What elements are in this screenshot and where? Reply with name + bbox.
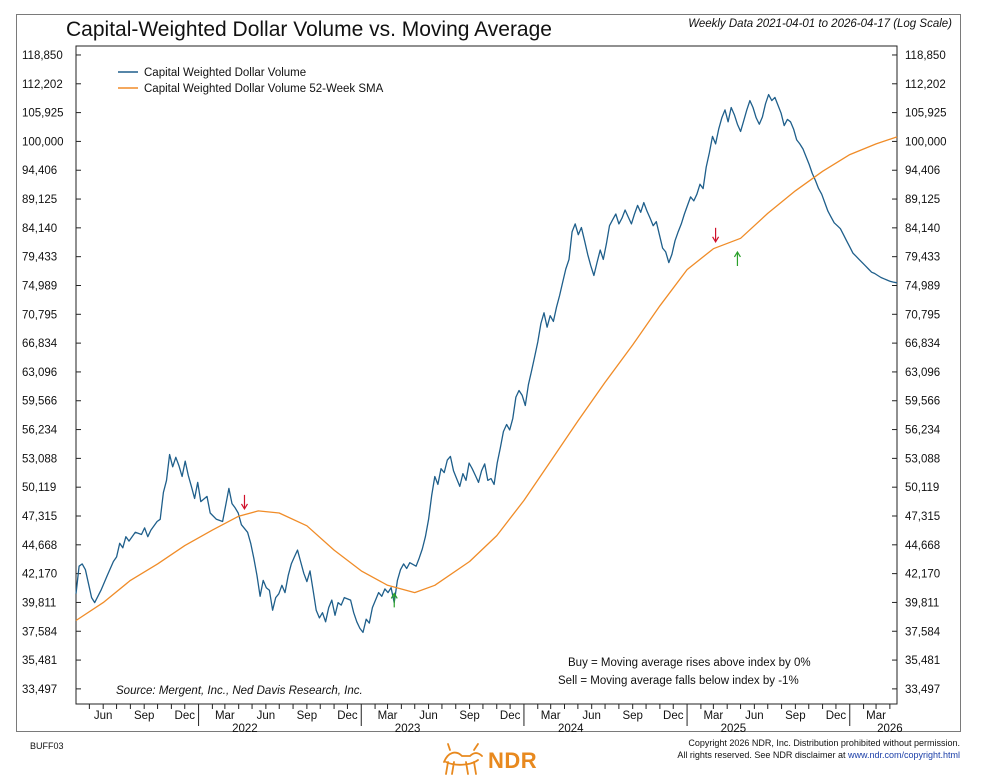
- index-line: [75, 93, 898, 634]
- y-tick-label-left: 37,584: [22, 626, 58, 638]
- x-tick-label: Mar: [378, 710, 398, 722]
- x-tick-label: Dec: [663, 710, 684, 722]
- copyright-line-2-text: All rights reserved. See NDR disclaimer …: [677, 750, 848, 760]
- copyright-link[interactable]: www.ndr.com/copyright.html: [847, 750, 960, 760]
- x-tick-label: Sep: [459, 710, 479, 722]
- chart-area: 118,850 118,850 112,202 112,202 105,925 105,9…: [22, 45, 947, 735]
- y-tick-label-left: 47,315: [22, 511, 57, 523]
- x-tick-label: Jun: [419, 710, 438, 722]
- sell-arrow-head: [712, 236, 720, 243]
- y-tick-label-right: 100,000: [905, 136, 947, 148]
- x-tick-label: Sep: [622, 710, 642, 722]
- logo-text: NDR: [488, 748, 538, 773]
- x-tick-label: Dec: [175, 710, 196, 722]
- y-tick-label-right: 89,125: [905, 194, 940, 206]
- copyright-line-2: All rights reserved. See NDR disclaimer …: [677, 749, 960, 761]
- y-tick-label-right: 59,566: [905, 396, 940, 408]
- chart-code: BUFF03: [30, 741, 64, 751]
- chart-subtitle: Weekly Data 2021-04-01 to 2026-04-17 (Lo…: [688, 18, 952, 30]
- x-tick-label: Mar: [866, 710, 886, 722]
- y-tick-label-right: 56,234: [905, 425, 941, 437]
- y-tick-label-right: 33,497: [905, 684, 940, 696]
- x-tick-label: Jun: [745, 710, 764, 722]
- y-tick-label-left: 79,433: [22, 252, 57, 264]
- y-tick-label-left: 56,234: [22, 425, 58, 437]
- plot-area-border: [75, 45, 898, 705]
- x-tick-label: Jun: [257, 710, 276, 722]
- y-tick-label-left: 118,850: [22, 50, 63, 62]
- x-tick-label: Dec: [337, 710, 358, 722]
- y-tick-label-left: 89,125: [22, 194, 57, 206]
- buy-arrow-head: [390, 592, 398, 599]
- y-tick-label-right: 35,481: [905, 655, 940, 667]
- copyright: Copyright 2026 NDR, Inc. Distribution pr…: [677, 737, 960, 761]
- y-tick-label-right: 42,170: [905, 569, 940, 581]
- y-tick-label-left: 33,497: [22, 684, 57, 696]
- y-tick-label-right: 39,811: [905, 597, 939, 609]
- x-tick-label: Mar: [541, 710, 561, 722]
- y-tick-label-left: 66,834: [22, 338, 58, 350]
- legend-label-index: Capital Weighted Dollar Volume: [144, 67, 306, 79]
- y-tick-label-left: 50,119: [22, 482, 56, 494]
- y-tick-label-right: 94,406: [905, 165, 940, 177]
- y-tick-label-right: 53,088: [905, 453, 940, 465]
- y-tick-label-right: 74,989: [905, 280, 940, 292]
- ndr-logo: NDR: [438, 742, 558, 778]
- y-tick-label-left: 74,989: [22, 280, 57, 292]
- y-tick-label-right: 37,584: [905, 626, 941, 638]
- y-tick-label-left: 105,925: [22, 108, 64, 120]
- y-tick-label-right: 70,795: [905, 309, 940, 321]
- sell-arrow-head: [240, 503, 248, 511]
- buy-rule-note: Buy = Moving average rises above index b…: [568, 657, 811, 669]
- y-tick-label-right: 66,834: [905, 338, 941, 350]
- y-tick-label-left: 112,202: [22, 79, 63, 91]
- y-tick-label-left: 63,096: [22, 367, 57, 379]
- y-tick-label-left: 44,668: [22, 540, 57, 552]
- buy-arrow-head: [733, 250, 741, 258]
- y-tick-label-left: 53,088: [22, 453, 57, 465]
- x-tick-label: Sep: [134, 710, 154, 722]
- x-year-label: 2026: [877, 723, 903, 735]
- bull-icon: [443, 743, 483, 775]
- x-year-label: 2024: [558, 723, 584, 735]
- x-tick-label: Mar: [215, 710, 235, 722]
- y-tick-label-right: 105,925: [905, 108, 947, 120]
- x-year-label: 2025: [721, 723, 747, 735]
- y-tick-label-right: 44,668: [905, 540, 940, 552]
- y-tick-label-left: 94,406: [22, 165, 57, 177]
- x-tick-label: Sep: [297, 710, 317, 722]
- y-tick-label-left: 84,140: [22, 223, 57, 235]
- x-tick-label: Sep: [785, 710, 805, 722]
- sell-rule-note: Sell = Moving average falls below index …: [558, 675, 799, 687]
- y-tick-label-right: 79,433: [905, 252, 940, 264]
- y-tick-label-left: 35,481: [22, 655, 57, 667]
- y-tick-label-right: 47,315: [905, 511, 940, 523]
- y-tick-label-left: 59,566: [22, 396, 57, 408]
- y-tick-label-right: 84,140: [905, 223, 940, 235]
- y-tick-label-right: 118,850: [905, 50, 946, 62]
- x-tick-label: Dec: [826, 710, 847, 722]
- x-tick-label: Dec: [500, 710, 521, 722]
- sma-line: [75, 136, 898, 622]
- chart-title: Capital-Weighted Dollar Volume vs. Movin…: [66, 18, 552, 41]
- x-tick-label: Jun: [582, 710, 601, 722]
- chart-frame: [16, 14, 961, 732]
- source-note: Source: Mergent, Inc., Ned Davis Researc…: [116, 685, 363, 697]
- y-tick-label-left: 100,000: [22, 136, 64, 148]
- x-tick-label: Mar: [703, 710, 723, 722]
- x-tick-label: Jun: [94, 710, 113, 722]
- y-tick-label-right: 63,096: [905, 367, 940, 379]
- x-year-label: 2022: [232, 723, 258, 735]
- legend-label-sma: Capital Weighted Dollar Volume 52-Week S…: [144, 83, 384, 95]
- y-tick-label-left: 39,811: [22, 597, 56, 609]
- y-tick-label-left: 70,795: [22, 309, 57, 321]
- y-tick-label-right: 112,202: [905, 79, 946, 91]
- copyright-line-1: Copyright 2026 NDR, Inc. Distribution pr…: [688, 738, 960, 748]
- x-year-label: 2023: [395, 723, 421, 735]
- y-tick-label-left: 42,170: [22, 569, 57, 581]
- y-tick-label-right: 50,119: [905, 482, 939, 494]
